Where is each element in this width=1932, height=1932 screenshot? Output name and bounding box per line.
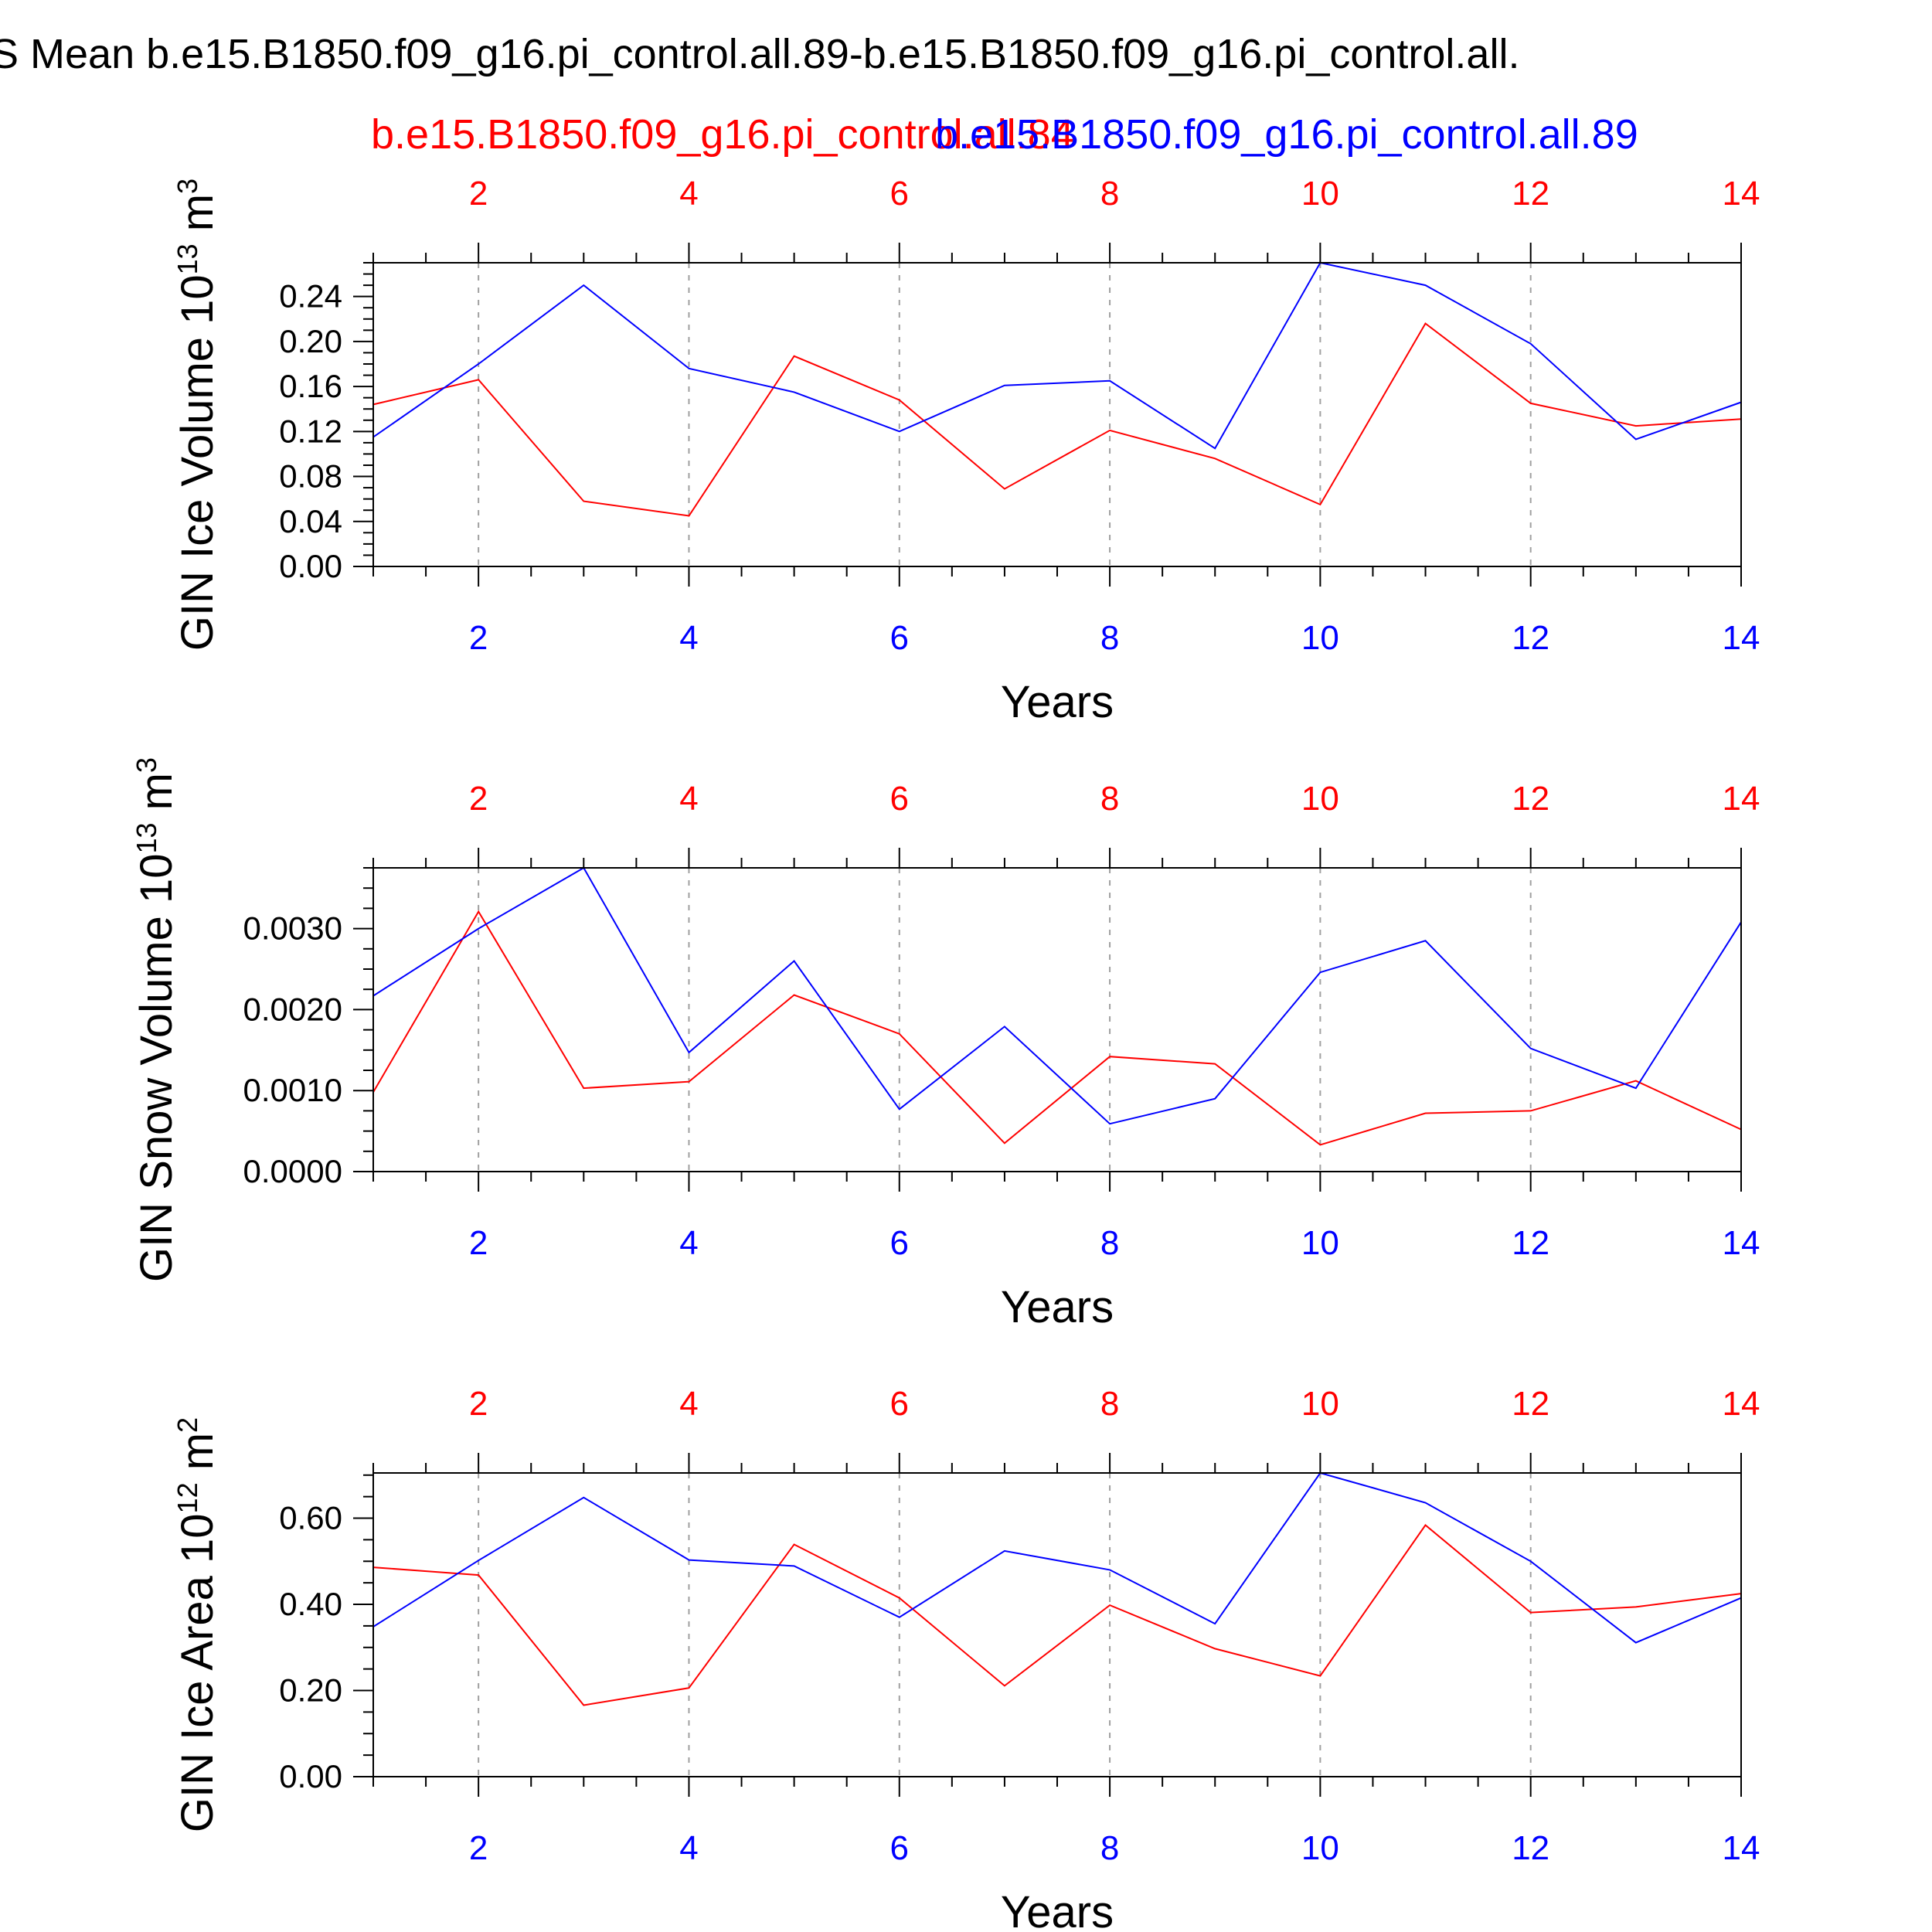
x-tick-label-top: 6 bbox=[890, 1385, 909, 1423]
y-tick-label: 0.0010 bbox=[243, 1072, 342, 1108]
snow-volume-panel: 0.0000 0.0010 0.0020 0.0030 2 2 4 4 6 6 8 8 10 10 12 12… bbox=[131, 757, 1760, 1332]
y-tick-label: 0.00 bbox=[279, 548, 342, 584]
series-line-red bbox=[372, 910, 1742, 1146]
blue-series-label: b.e15.B1850.f09_g16.pi_control.all.89 bbox=[935, 111, 1638, 158]
x-tick-label-top: 4 bbox=[679, 1385, 698, 1423]
y-axis-label-superscript: 2 bbox=[172, 1417, 203, 1433]
x-tick-label-bottom: 6 bbox=[890, 1224, 909, 1262]
x-tick-label-top: 8 bbox=[1100, 780, 1119, 818]
x-axis-label: Years bbox=[1001, 1887, 1114, 1932]
y-tick-label: 0.00 bbox=[279, 1758, 342, 1794]
x-tick-label-bottom: 4 bbox=[679, 619, 698, 657]
y-tick-label: 0.20 bbox=[279, 323, 342, 359]
y-tick-label: 0.0020 bbox=[243, 991, 342, 1027]
x-tick-label-top: 12 bbox=[1512, 175, 1549, 213]
x-tick-label-bottom: 10 bbox=[1301, 1224, 1339, 1262]
y-axis-label-superscript: 13 bbox=[172, 243, 203, 274]
figure-title: S Mean b.e15.B1850.f09_g16.pi_control.al… bbox=[0, 31, 1519, 77]
x-tick-label-top: 8 bbox=[1100, 1385, 1119, 1423]
x-tick-label-top: 12 bbox=[1512, 1385, 1549, 1423]
x-tick-label-bottom: 14 bbox=[1723, 619, 1760, 657]
y-axis-label: GIN Snow Volume 1013 m3 bbox=[131, 757, 182, 1282]
y-axis-label-part: m bbox=[172, 1433, 223, 1482]
x-tick-label-top: 2 bbox=[469, 1385, 488, 1423]
series-line-blue bbox=[372, 261, 1742, 450]
x-tick-label-bottom: 4 bbox=[679, 1224, 698, 1262]
x-tick-label-bottom: 4 bbox=[679, 1829, 698, 1867]
y-tick-label: 0.24 bbox=[279, 278, 342, 315]
y-tick-label: 0.60 bbox=[279, 1500, 342, 1536]
series-line-blue bbox=[372, 1471, 1742, 1644]
x-tick-label-top: 10 bbox=[1301, 1385, 1339, 1423]
x-tick-label-top: 12 bbox=[1512, 780, 1549, 818]
x-tick-label-top: 14 bbox=[1723, 1385, 1760, 1423]
y-axis-label-superscript: 3 bbox=[131, 757, 162, 773]
x-tick-label-bottom: 2 bbox=[469, 1829, 488, 1867]
x-tick-label-bottom: 12 bbox=[1512, 1829, 1549, 1867]
x-tick-label-bottom: 10 bbox=[1301, 1829, 1339, 1867]
x-tick-label-top: 2 bbox=[469, 175, 488, 213]
x-axis-label: Years bbox=[1001, 677, 1114, 727]
plot-frame bbox=[372, 262, 1742, 567]
ice-volume-panel: 0.00 0.04 0.08 0.12 0.16 0.20 0.24 2 2 4 4 6 6 8 8 10 10… bbox=[172, 175, 1760, 727]
x-tick-label-top: 2 bbox=[469, 780, 488, 818]
x-tick-label-bottom: 8 bbox=[1100, 1829, 1119, 1867]
x-tick-label-top: 14 bbox=[1723, 175, 1760, 213]
x-tick-label-bottom: 12 bbox=[1512, 619, 1549, 657]
x-tick-label-bottom: 14 bbox=[1723, 1829, 1760, 1867]
x-axis-label: Years bbox=[1001, 1282, 1114, 1332]
y-tick-label: 0.40 bbox=[279, 1586, 342, 1622]
x-tick-label-bottom: 8 bbox=[1100, 619, 1119, 657]
y-axis-label-superscript: 13 bbox=[131, 822, 162, 853]
x-tick-label-top: 6 bbox=[890, 780, 909, 818]
x-tick-label-bottom: 2 bbox=[469, 1224, 488, 1262]
y-tick-label: 0.08 bbox=[279, 458, 342, 495]
y-tick-label: 0.16 bbox=[279, 368, 342, 404]
x-tick-label-bottom: 8 bbox=[1100, 1224, 1119, 1262]
y-axis-label: GIN Ice Area 1012 m2 bbox=[172, 1417, 223, 1832]
x-tick-label-bottom: 14 bbox=[1723, 1224, 1760, 1262]
series-line-blue bbox=[372, 866, 1742, 1125]
y-tick-label: 0.0000 bbox=[243, 1153, 342, 1189]
y-axis-label-part: GIN Ice Area 10 bbox=[172, 1513, 223, 1832]
x-tick-label-bottom: 6 bbox=[890, 1829, 909, 1867]
series-line-red bbox=[372, 1524, 1742, 1706]
y-axis-label-part: GIN Ice Volume 10 bbox=[172, 274, 223, 651]
x-tick-label-top: 4 bbox=[679, 780, 698, 818]
x-tick-label-bottom: 2 bbox=[469, 619, 488, 657]
plot-frame bbox=[372, 1472, 1742, 1777]
y-axis-label-superscript: 12 bbox=[172, 1482, 203, 1513]
ice-area-panel: 0.00 0.20 0.40 0.60 2 2 4 4 6 6 8 8 10 10 12 12 14 14 Year… bbox=[172, 1385, 1760, 1932]
series-line-red bbox=[372, 322, 1742, 517]
x-tick-label-top: 14 bbox=[1723, 780, 1760, 818]
x-tick-label-top: 4 bbox=[679, 175, 698, 213]
x-tick-label-bottom: 10 bbox=[1301, 619, 1339, 657]
y-tick-label: 0.04 bbox=[279, 503, 342, 539]
red-series-label: b.e15.B1850.f09_g16.pi_control.all.84 bbox=[371, 111, 1074, 158]
y-tick-label: 0.0030 bbox=[243, 910, 342, 947]
x-tick-label-bottom: 6 bbox=[890, 619, 909, 657]
y-axis-label: GIN Ice Volume 1013 m3 bbox=[172, 179, 223, 651]
x-tick-label-top: 10 bbox=[1301, 780, 1339, 818]
y-axis-label-part: m bbox=[172, 194, 223, 243]
x-tick-label-bottom: 12 bbox=[1512, 1224, 1549, 1262]
x-tick-label-top: 8 bbox=[1100, 175, 1119, 213]
y-axis-label-part: m bbox=[131, 773, 182, 822]
x-tick-label-top: 10 bbox=[1301, 175, 1339, 213]
y-tick-label: 0.20 bbox=[279, 1672, 342, 1709]
x-tick-label-top: 6 bbox=[890, 175, 909, 213]
plot-frame bbox=[372, 867, 1742, 1172]
y-axis-label-part: GIN Snow Volume 10 bbox=[131, 854, 182, 1283]
y-tick-label: 0.12 bbox=[279, 413, 342, 449]
y-axis-label-superscript: 3 bbox=[172, 179, 203, 194]
